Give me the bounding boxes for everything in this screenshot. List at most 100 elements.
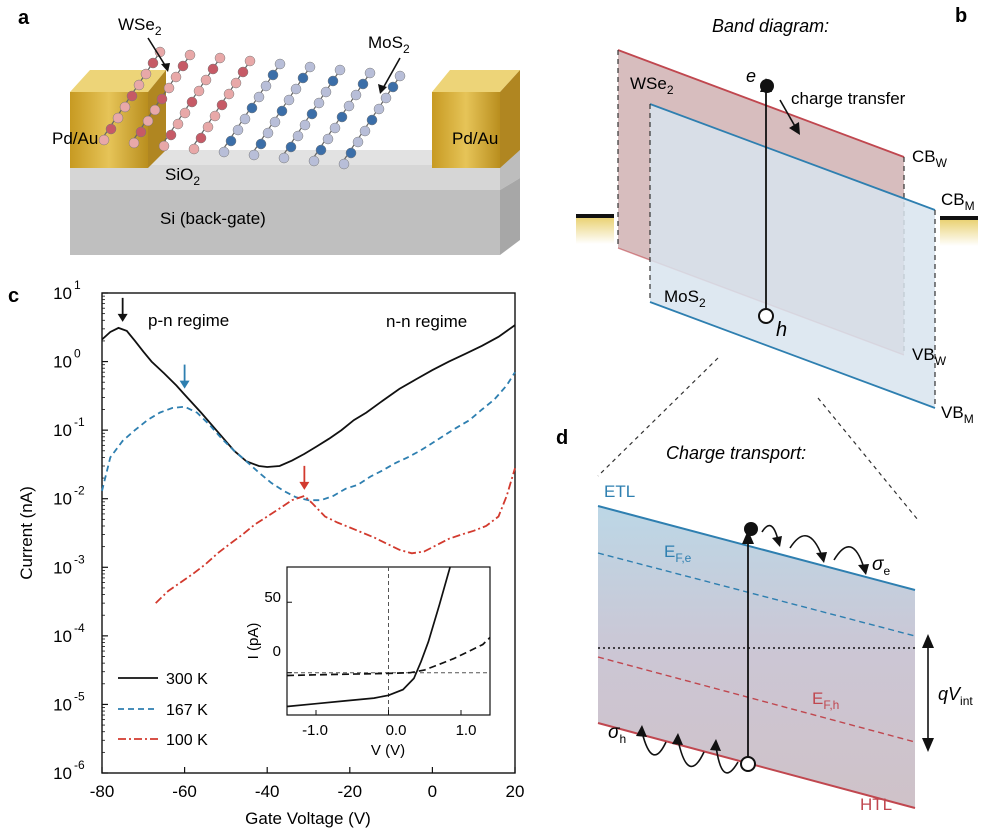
lattice-atom — [216, 99, 228, 111]
lattice-atom — [177, 60, 189, 72]
minimum-arrow-head — [299, 481, 310, 490]
sio2-side — [500, 150, 520, 190]
electron-dot-d — [744, 522, 758, 536]
sio2-top — [70, 150, 520, 165]
minimum-arrow-head — [117, 313, 128, 322]
lattice-atom — [232, 124, 244, 136]
label-efe: EF,e — [664, 542, 692, 565]
lattice-atom — [98, 134, 110, 146]
minimum-arrow-head — [179, 380, 190, 389]
y-tick-exp: 0 — [74, 347, 81, 361]
panel-d-letter: d — [556, 427, 568, 449]
etl-line — [597, 505, 916, 591]
lattice-atom — [276, 105, 288, 117]
inset-xtick-1: 0.0 — [386, 722, 407, 739]
x-tick-label: -80 — [90, 782, 115, 801]
lattice-atom — [179, 107, 191, 119]
lattice-atom — [202, 121, 214, 133]
label-charge-transfer: charge transfer — [791, 89, 906, 108]
y-tick-label: 10 — [53, 421, 72, 440]
lattice-atom — [112, 112, 124, 124]
lattice-atom — [297, 72, 309, 84]
electron-dot — [760, 79, 774, 93]
lattice-atom — [248, 149, 260, 161]
hole-dot-d — [740, 756, 756, 772]
lattice-atom — [269, 116, 281, 128]
lattice-atom — [364, 67, 376, 79]
charge-transport-title: Charge transport: — [666, 443, 806, 463]
lattice-atom — [246, 102, 258, 114]
y-tick-exp: -3 — [74, 552, 85, 566]
y-tick-label: 10 — [53, 284, 72, 303]
panel-c-letter: c — [8, 285, 19, 307]
lattice-atom — [299, 119, 311, 131]
lattice-atom — [163, 82, 175, 94]
label-vbw: VBW — [912, 345, 947, 368]
lattice-atom — [357, 78, 369, 90]
y-axis-label: Current (nA) — [17, 486, 36, 580]
y-tick-label: 10 — [53, 627, 72, 646]
panel-a: a WSe2 MoS2 Pd/Au Pd/Au SiO2 Si (back-ga… — [18, 7, 520, 255]
lattice-atom — [223, 88, 235, 100]
y-tick-label: 10 — [53, 490, 72, 509]
lattice-atom — [193, 85, 205, 97]
lattice-atom — [140, 68, 152, 80]
panel-d: d Charge transport: ETL HTL EF,e — [556, 427, 973, 814]
inset-x-label: V (V) — [371, 742, 405, 759]
transport-region — [598, 506, 915, 808]
x-tick-label: -20 — [338, 782, 363, 801]
inset-y-label: I (pA) — [245, 623, 262, 660]
zoom-line-right — [817, 397, 919, 521]
x-axis-label: Gate Voltage (V) — [245, 809, 371, 828]
lattice-atom — [149, 104, 161, 116]
inset-xtick-0: -1.0 — [302, 722, 328, 739]
legend: 300 K 167 K 100 K — [118, 671, 208, 749]
x-tick-label: 0 — [428, 782, 437, 801]
y-tick-exp: -4 — [74, 621, 85, 635]
lattice-atom — [165, 129, 177, 141]
si-side — [500, 178, 520, 255]
x-tick-label: 20 — [506, 782, 525, 801]
legend-167k: 167 K — [166, 702, 208, 719]
lattice-atom — [343, 100, 355, 112]
lattice-atom — [327, 75, 339, 87]
efe-line — [597, 552, 916, 637]
lattice-atom — [278, 152, 290, 164]
lattice-atom — [336, 111, 348, 123]
charge-transfer-arrow — [779, 99, 797, 129]
lattice-atom — [262, 127, 274, 139]
lattice-atom — [237, 66, 249, 78]
series-line-100k — [155, 467, 516, 604]
plot-frame — [101, 292, 516, 774]
inset-series-300k — [286, 566, 451, 708]
label-electron: e — [746, 66, 756, 86]
label-cbm: CBM — [941, 190, 975, 213]
series-group — [101, 324, 516, 604]
lattice-atom — [147, 57, 159, 69]
lattice-atom — [394, 70, 406, 82]
label-wse2-a: WSe2 — [118, 15, 162, 38]
label-pn-regime: p-n regime — [148, 311, 229, 330]
minimum-arrows — [117, 297, 310, 490]
mos2-band — [650, 104, 935, 408]
lattice-atom — [255, 138, 267, 150]
series-line-300k — [101, 324, 516, 468]
cb-w-line — [617, 49, 905, 158]
lattice-atom — [207, 63, 219, 75]
y-tick-exp: 1 — [74, 278, 81, 292]
x-tick-label: -40 — [255, 782, 280, 801]
lattice-atom — [209, 110, 221, 122]
lattice-atom — [274, 58, 286, 70]
lattice-atom — [253, 91, 265, 103]
lattice-atom — [218, 146, 230, 158]
y-tick-label: 10 — [53, 764, 72, 783]
lattice-atom — [170, 71, 182, 83]
x-tick-label: -60 — [172, 782, 197, 801]
lattice-atom — [308, 155, 320, 167]
lattice-atom — [350, 89, 362, 101]
y-tick-label: 10 — [53, 558, 72, 577]
legend-100k: 100 K — [166, 732, 208, 749]
lattice-atom — [119, 101, 131, 113]
label-hole: h — [776, 319, 787, 341]
